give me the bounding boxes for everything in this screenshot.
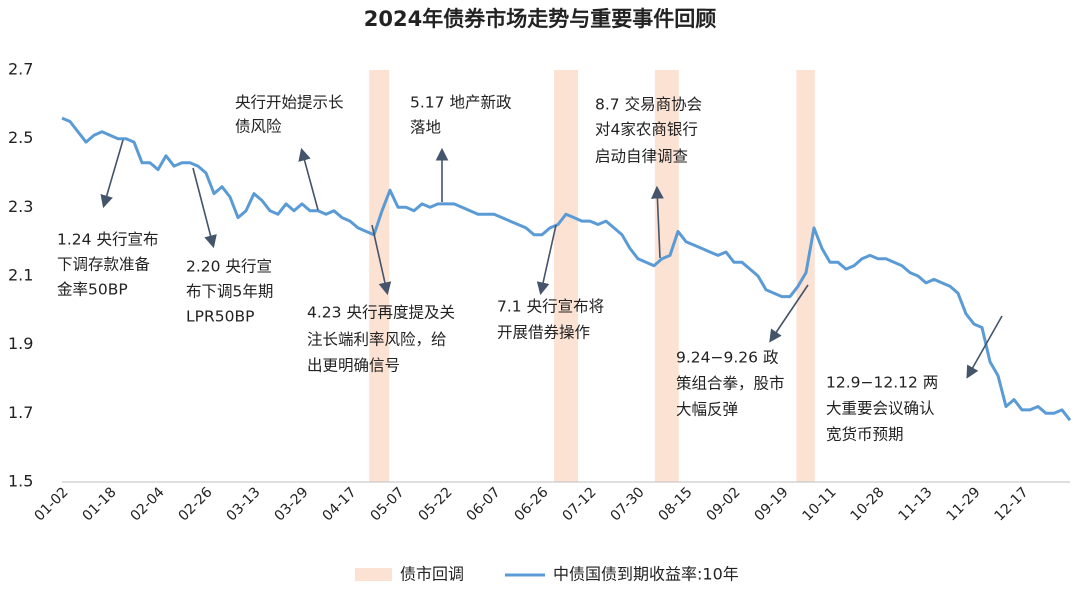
legend-label: 中债国债到期收益率:10年: [553, 565, 739, 584]
x-tick-label: 06-26: [512, 484, 552, 524]
annotation-text: 宽货币预期: [826, 426, 904, 444]
x-tick-label: 10-11: [800, 484, 840, 524]
annotation-text: 1.24 央行宣布: [57, 231, 158, 249]
legend-label: 债市回调: [400, 565, 464, 584]
y-tick-label: 2.1: [8, 266, 33, 285]
annotation-arrow: [100, 139, 124, 209]
annotation-text: 央行开始提示长: [235, 94, 344, 112]
x-tick-label: 06-07: [464, 484, 504, 524]
band: [554, 70, 578, 482]
annotation-text: 4.23 央行再度提及关: [307, 304, 455, 322]
annotation-text: 8.7 交易商协会: [595, 96, 702, 114]
annotation-arrow: [536, 224, 557, 296]
annotation-text: 开展借券操作: [497, 324, 590, 342]
annotation-text: 布下调5年期: [186, 283, 273, 301]
annotation-arrow: [966, 315, 1003, 379]
y-tick-label: 2.7: [8, 60, 33, 79]
x-tick-label: 11-13: [896, 484, 936, 524]
x-tick-label: 04-17: [320, 484, 360, 524]
x-tick-label: 10-28: [848, 484, 888, 524]
annotation-text: 下调存款准备: [57, 256, 151, 274]
x-tick-label: 03-29: [272, 484, 312, 524]
y-tick-label: 2.5: [8, 128, 33, 147]
annotation-text: 5.17 地产新政: [410, 94, 512, 112]
annotation-text: 对4家农商银行: [595, 121, 698, 139]
y-tick-label: 1.7: [8, 403, 33, 422]
y-tick-label: 1.5: [8, 472, 33, 491]
legend-swatch: [355, 568, 392, 581]
x-tick-label: 02-26: [176, 484, 216, 524]
band: [654, 70, 679, 482]
annotation-text: 落地: [410, 119, 441, 137]
annotation-text: 2.20 央行宣: [186, 258, 272, 276]
x-tick-label: 01-02: [32, 484, 72, 524]
x-tick-label: 11-29: [944, 484, 984, 524]
annotation-text: 12.9−12.12 两: [826, 374, 938, 392]
x-tick-label: 08-15: [656, 484, 696, 524]
annotation-text: 金率50BP: [57, 281, 128, 299]
annotation-text: 注长端利率风险，给: [307, 331, 447, 349]
x-tick-label: 12-17: [992, 484, 1032, 524]
annotations: 1.24 央行宣布 下调存款准备 金率50BP 2.20 央行宣 布下调5年期 …: [57, 94, 1003, 444]
annotation-text: 大重要会议确认: [826, 400, 935, 418]
x-tick-label: 07-30: [608, 484, 648, 524]
annotation-text: 策组合拳，股市: [676, 375, 785, 393]
y-tick-label: 1.9: [8, 334, 33, 353]
x-tick-label: 05-07: [368, 484, 408, 524]
x-tick-label: 07-12: [560, 484, 600, 524]
annotation-arrow: [371, 224, 392, 296]
chart-title: 2024年债券市场走势与重要事件回顾: [364, 7, 716, 31]
annotation-text: 债风险: [235, 118, 282, 136]
annotation-text: 7.1 央行宣布将: [497, 298, 604, 316]
band: [369, 70, 390, 482]
x-tick-label: 09-19: [752, 484, 792, 524]
annotation-arrow: [651, 185, 664, 259]
annotation-arrow: [769, 284, 809, 343]
annotation-text: 大幅反弹: [676, 401, 738, 419]
y-tick-label: 2.3: [8, 197, 33, 216]
annotation-text: LPR50BP: [186, 308, 254, 326]
annotation-text: 启动自律调查: [595, 148, 688, 166]
annotation-arrow: [192, 167, 217, 249]
x-tick-label: 01-18: [80, 484, 120, 524]
yield-line: [61, 116, 1072, 422]
x-tick-label: 03-13: [224, 484, 264, 524]
annotation-text: 出更明确信号: [307, 357, 400, 375]
annotation-arrow: [298, 147, 319, 211]
x-tick-label: 02-04: [128, 484, 168, 524]
annotation-text: 9.24−9.26 政: [676, 349, 779, 367]
x-tick-label: 05-22: [416, 484, 456, 524]
legend: 债市回调 中债国债到期收益率:10年: [355, 565, 739, 584]
x-tick-label: 09-02: [704, 484, 744, 524]
